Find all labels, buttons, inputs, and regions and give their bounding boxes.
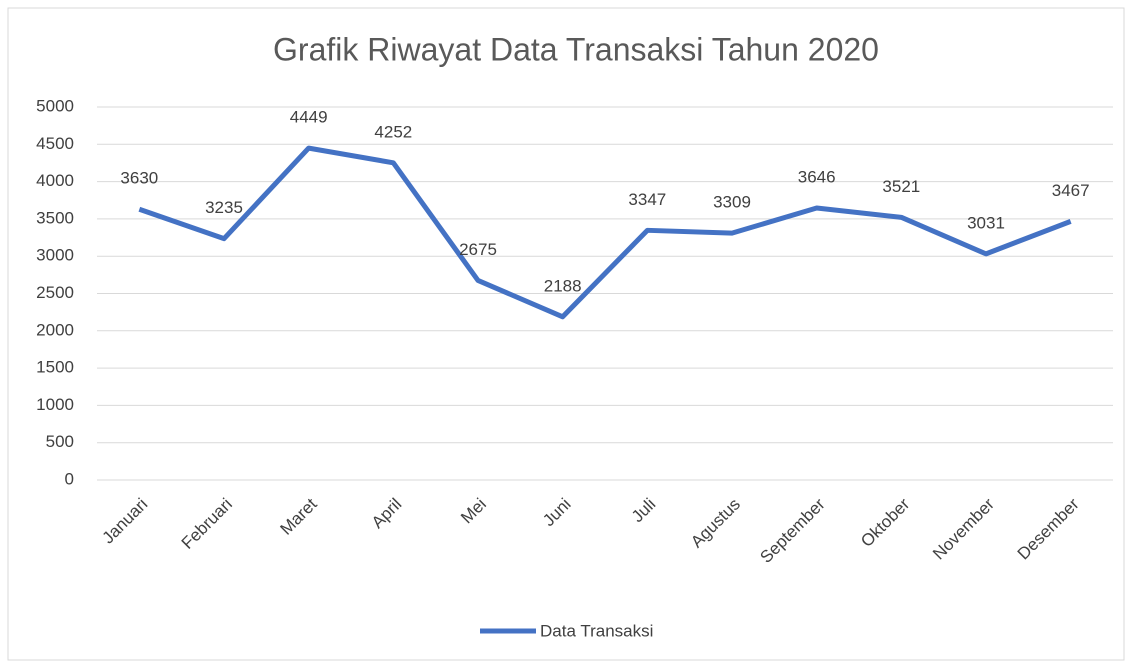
data-label: 3467	[1052, 181, 1090, 200]
y-tick-label: 4500	[36, 134, 74, 153]
y-tick-label: 3000	[36, 246, 74, 265]
data-label: 3031	[967, 213, 1005, 232]
y-tick-label: 2000	[36, 320, 74, 339]
data-label: 2188	[544, 276, 582, 295]
data-label: 2675	[459, 240, 497, 259]
y-tick-label: 0	[65, 469, 74, 488]
chart-frame	[7, 7, 1125, 661]
data-label: 3309	[713, 193, 751, 212]
chart-title: Grafik Riwayat Data Transaksi Tahun 2020	[273, 31, 879, 67]
data-label: 3347	[628, 190, 666, 209]
data-label: 4449	[290, 108, 328, 127]
data-label: 3235	[205, 198, 243, 217]
y-tick-label: 1500	[36, 358, 74, 377]
legend-label: Data Transaksi	[540, 621, 653, 640]
data-line	[138, 145, 1072, 320]
data-label: 4252	[374, 122, 412, 141]
y-tick-label: 4000	[36, 171, 74, 190]
y-tick-label: 5000	[36, 96, 74, 115]
y-tick-label: 1000	[36, 395, 74, 414]
y-tick-label: 2500	[36, 283, 74, 302]
data-label: 3646	[798, 167, 836, 186]
data-label: 3630	[120, 169, 158, 188]
y-tick-label: 3500	[36, 208, 74, 227]
data-label: 3521	[882, 177, 920, 196]
y-tick-label: 500	[46, 432, 74, 451]
